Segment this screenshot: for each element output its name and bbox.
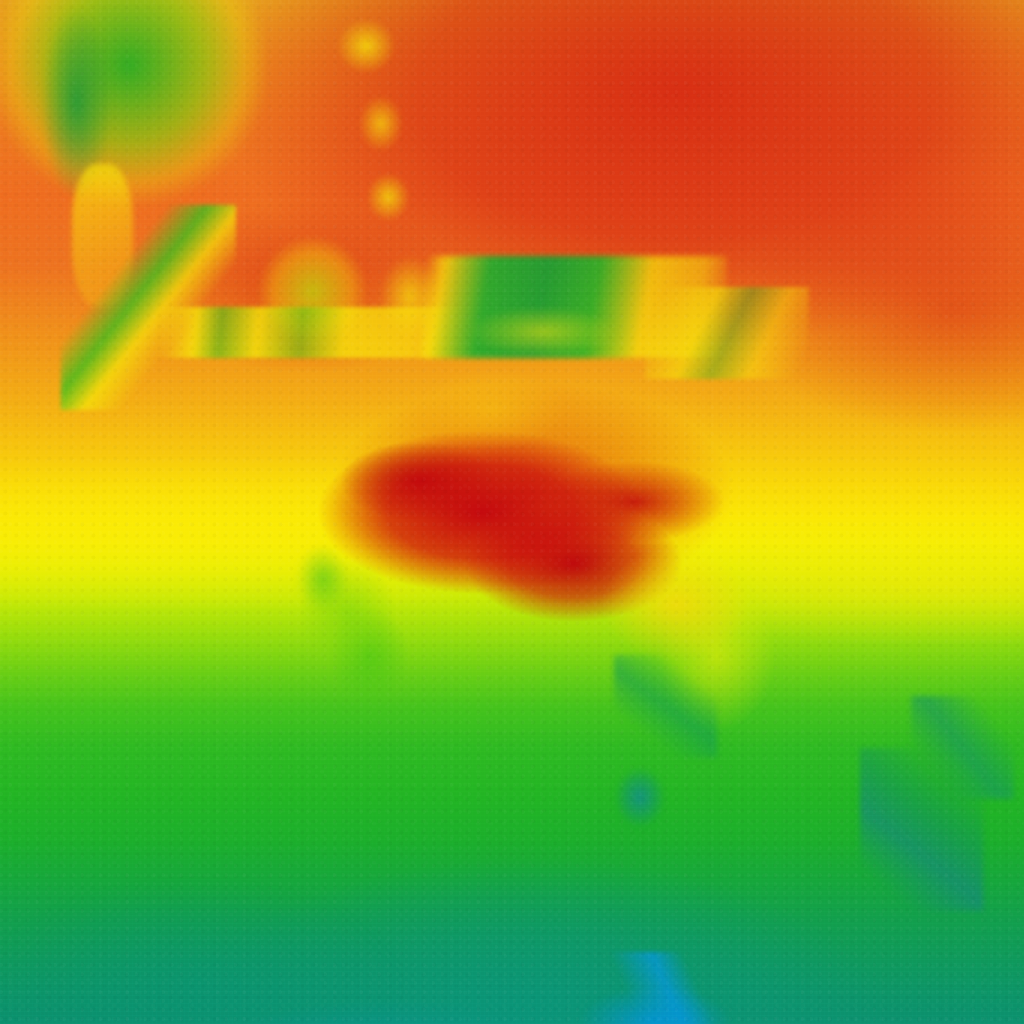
region-polar-cold-airmass [532, 952, 799, 1024]
region-java-lesser-sunda [153, 307, 461, 359]
region-new-guinea-lowlands [450, 307, 635, 369]
region-tasmania [604, 757, 676, 840]
region-southern-indian-ocean [0, 860, 431, 1024]
region-great-dividing-range [614, 655, 717, 758]
region-solomon-islands [645, 286, 809, 379]
region-southwest-australia [286, 532, 359, 625]
region-philippines [317, 20, 441, 236]
region-new-zealand-north-island [911, 696, 1014, 799]
